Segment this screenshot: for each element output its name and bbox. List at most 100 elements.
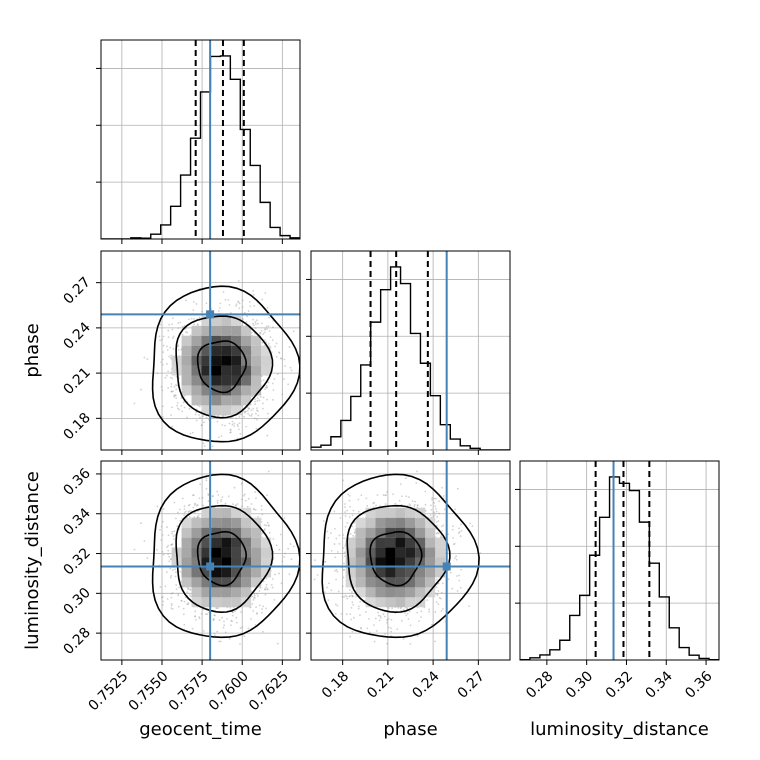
sample-point [357, 498, 360, 501]
density-cell [201, 355, 212, 366]
sample-point [205, 477, 208, 480]
sample-point [373, 501, 376, 504]
sample-point [166, 349, 169, 351]
hist-panel-phase [311, 251, 510, 450]
sample-point [241, 299, 244, 302]
sample-point [202, 415, 204, 418]
density-cell [201, 577, 212, 588]
sample-point [408, 496, 410, 499]
sample-point [170, 543, 173, 546]
density-cell [181, 517, 192, 528]
sample-point [252, 598, 255, 601]
sample-point [196, 516, 199, 518]
sample-point [266, 328, 268, 331]
sample-point [160, 361, 163, 364]
density-cell [231, 557, 242, 568]
sample-point [441, 530, 443, 532]
sample-point [238, 307, 241, 310]
sample-point [416, 611, 419, 614]
sample-point [231, 416, 233, 419]
sample-point [162, 600, 165, 603]
sample-point [262, 407, 264, 410]
density-cell [241, 517, 252, 528]
sample-point [342, 479, 345, 482]
sample-point [455, 558, 458, 561]
sample-point [193, 318, 195, 320]
sample-point [246, 410, 249, 412]
sample-point [221, 496, 224, 499]
sample-point [221, 424, 224, 426]
density-cell [201, 587, 212, 598]
sample-point [162, 344, 165, 347]
sample-point [161, 389, 164, 392]
sample-point [180, 599, 183, 602]
sample-point [256, 612, 258, 614]
sample-point [158, 335, 161, 338]
sample-point [189, 595, 192, 598]
sample-point [166, 526, 168, 529]
sample-point [224, 424, 226, 427]
sample-point [252, 610, 255, 612]
sample-point [267, 325, 270, 328]
sample-point [281, 393, 284, 396]
sample-point [334, 612, 337, 615]
sample-point [243, 415, 246, 418]
sample-point [213, 614, 216, 617]
sample-point [218, 619, 221, 621]
sample-point [437, 603, 440, 606]
density-cell [211, 345, 222, 356]
sample-point [255, 606, 257, 609]
sample-point [257, 595, 259, 597]
sample-point [267, 343, 270, 345]
sample-point [268, 531, 271, 534]
density-cell [261, 355, 272, 366]
sample-point [265, 586, 267, 589]
sample-point [177, 345, 179, 348]
density-cell [211, 547, 222, 558]
sample-point [289, 543, 292, 545]
sample-point [246, 505, 249, 508]
sample-point [365, 497, 368, 500]
sample-point [194, 610, 197, 613]
2d-panel-geocent_time-phase [101, 251, 300, 450]
sample-point [438, 596, 441, 599]
sample-point [165, 374, 168, 377]
sample-point [349, 505, 351, 508]
sample-point [458, 579, 461, 582]
sample-point [169, 356, 172, 359]
sample-point [231, 503, 234, 506]
density-cell [211, 315, 222, 326]
sample-point [241, 306, 244, 309]
density-cell [231, 385, 242, 396]
sample-point [378, 619, 381, 622]
sample-point [203, 445, 206, 447]
density-cell [211, 395, 222, 406]
density-cell [191, 537, 202, 548]
sample-point [187, 504, 190, 507]
sample-point [207, 500, 210, 502]
sample-point [176, 525, 179, 528]
density-cell [231, 315, 242, 326]
sample-point [161, 416, 164, 418]
sample-point [172, 569, 174, 571]
sample-point [256, 397, 259, 400]
density-cell [231, 335, 242, 346]
sample-point [170, 383, 173, 385]
density-cell [211, 375, 222, 386]
sample-point [183, 505, 186, 508]
contour-0 [196, 531, 248, 587]
sample-point [287, 383, 290, 386]
density-cell [191, 527, 202, 538]
sample-point [357, 607, 360, 610]
sample-point [264, 388, 266, 390]
sample-point [184, 331, 187, 333]
sample-point [283, 555, 285, 558]
sample-point [161, 405, 164, 408]
sample-point [222, 414, 225, 417]
density-cell [191, 567, 202, 578]
sample-point [442, 608, 444, 610]
sample-point [352, 534, 355, 537]
sample-point [164, 376, 167, 379]
sample-point [237, 425, 239, 428]
sample-point [198, 316, 201, 319]
